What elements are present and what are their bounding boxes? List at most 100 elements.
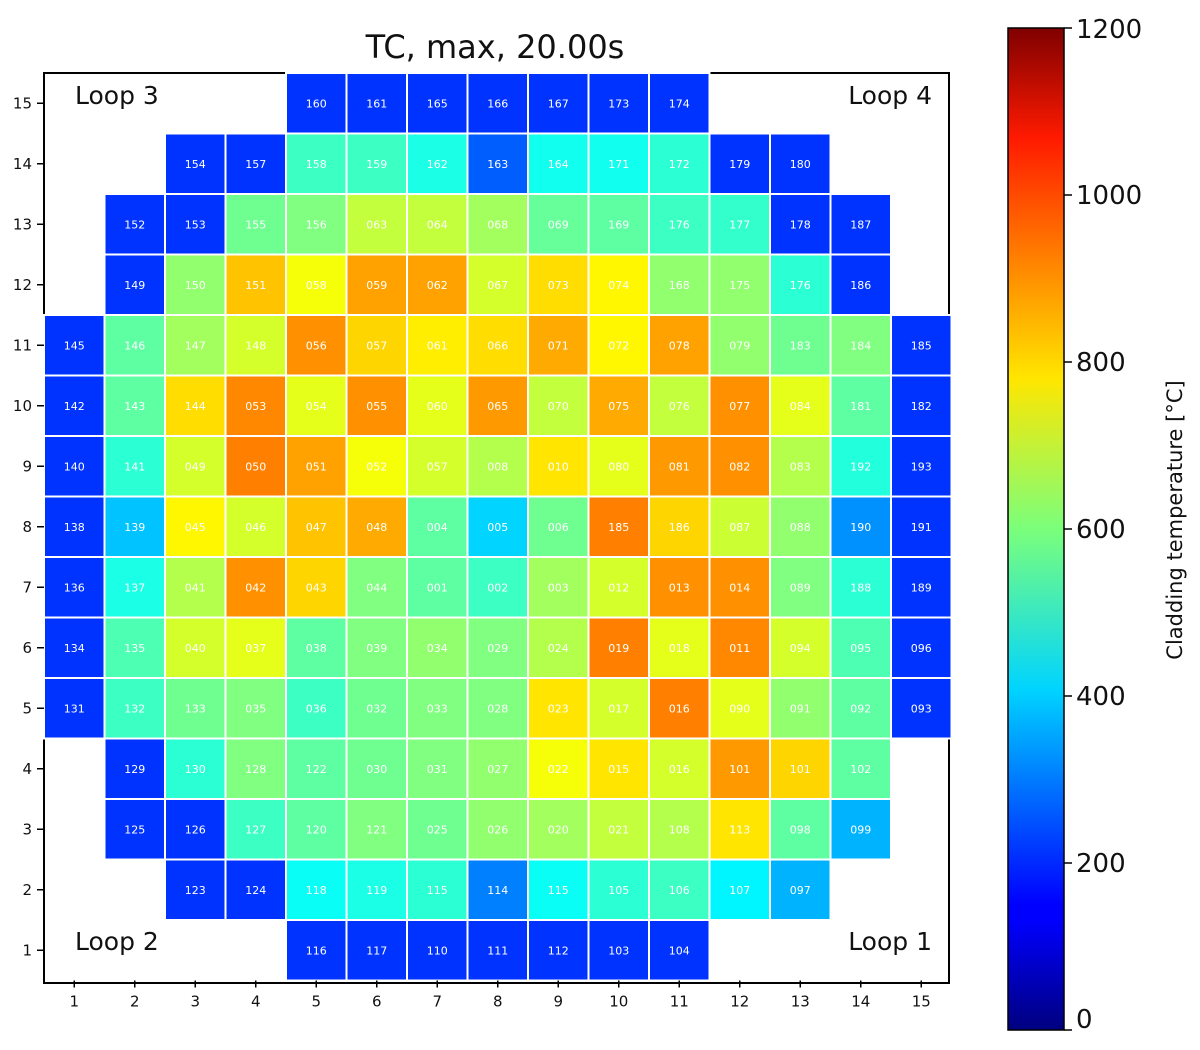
assembly-cell: 136: [43, 556, 106, 619]
assembly-id-label: 180: [790, 158, 811, 171]
x-tick-label: 15: [912, 993, 931, 1011]
assembly-id-label: 045: [185, 521, 206, 534]
assembly-cell: 161: [345, 72, 408, 135]
assembly-cell: 185: [587, 495, 650, 558]
assembly-cell: 172: [648, 132, 711, 195]
assembly-id-label: 016: [669, 702, 690, 715]
assembly-id-label: 175: [729, 279, 750, 292]
assembly-cell-fill: [224, 677, 287, 740]
y-tick-label: 6: [22, 639, 32, 657]
assembly-id-label: 046: [245, 521, 266, 534]
colorbar-tick-label: 1200: [1076, 15, 1142, 45]
assembly-cell: 176: [769, 253, 832, 316]
assembly-id-label: 025: [427, 823, 448, 836]
assembly-cell-fill: [527, 374, 590, 437]
assembly-cell: 003: [527, 556, 590, 619]
assembly-cell-fill: [527, 72, 590, 135]
assembly-cell: 112: [527, 919, 590, 982]
assembly-cell-fill: [587, 677, 650, 740]
assembly-cell-fill: [648, 132, 711, 195]
assembly-cell-fill: [587, 314, 650, 377]
assembly-id-label: 051: [306, 460, 327, 473]
assembly-id-label: 187: [850, 218, 871, 231]
assembly-id-label: 055: [366, 400, 387, 413]
assembly-id-label: 108: [669, 823, 690, 836]
assembly-id-label: 129: [124, 763, 145, 776]
colorbar-tick-label: 800: [1076, 348, 1126, 378]
assembly-cell: 147: [164, 314, 227, 377]
colorbar-tick-label: 1000: [1076, 181, 1142, 211]
assembly-cell-fill: [103, 314, 166, 377]
assembly-cell: 141: [103, 435, 166, 498]
assembly-id-label: 122: [306, 763, 327, 776]
assembly-id-label: 032: [366, 702, 387, 715]
assembly-cell: 024: [527, 616, 590, 679]
assembly-cell: 180: [769, 132, 832, 195]
assembly-id-label: 182: [911, 400, 932, 413]
assembly-cell-fill: [406, 374, 469, 437]
assembly-id-label: 159: [366, 158, 387, 171]
y-tick-label: 3: [22, 820, 32, 838]
assembly-cell: 019: [587, 616, 650, 679]
assembly-cell-fill: [285, 253, 348, 316]
assembly-cell-fill: [466, 616, 529, 679]
assembly-cell: 087: [708, 495, 771, 558]
assembly-id-label: 090: [729, 702, 750, 715]
assembly-cell-fill: [829, 314, 892, 377]
assembly-cell: 140: [43, 435, 106, 498]
assembly-cell-fill: [769, 374, 832, 437]
assembly-cell-fill: [43, 314, 106, 377]
assembly-cell: 054: [285, 374, 348, 437]
x-tick-label: 14: [851, 993, 870, 1011]
assembly-cell-fill: [648, 556, 711, 619]
colorbar-tick-label: 400: [1076, 682, 1126, 712]
assembly-cell: 143: [103, 374, 166, 437]
assembly-id-label: 184: [850, 339, 871, 352]
assembly-cell: 154: [164, 132, 227, 195]
assembly-id-label: 083: [790, 460, 811, 473]
assembly-id-label: 052: [366, 460, 387, 473]
assembly-id-label: 017: [608, 702, 629, 715]
assembly-cell: 059: [345, 253, 408, 316]
assembly-id-label: 177: [729, 218, 750, 231]
assembly-cell: 186: [648, 495, 711, 558]
assembly-id-label: 044: [366, 581, 387, 594]
assembly-cell: 052: [345, 435, 408, 498]
assembly-id-label: 124: [245, 884, 266, 897]
assembly-cell: 060: [406, 374, 469, 437]
assembly-id-label: 145: [64, 339, 85, 352]
assembly-id-label: 058: [306, 279, 327, 292]
assembly-id-label: 141: [124, 460, 145, 473]
assembly-id-label: 076: [669, 400, 690, 413]
assembly-cell: 184: [829, 314, 892, 377]
assembly-cell: 016: [648, 737, 711, 800]
assembly-cell: 168: [648, 253, 711, 316]
assembly-id-label: 126: [185, 823, 206, 836]
assembly-cell: 089: [769, 556, 832, 619]
assembly-cell-fill: [345, 253, 408, 316]
colorbar-tick-label: 200: [1076, 849, 1126, 879]
y-tick-label: 1: [22, 941, 32, 959]
assembly-id-label: 147: [185, 339, 206, 352]
assembly-cell: 039: [345, 616, 408, 679]
assembly-cell: 047: [285, 495, 348, 558]
loop-4-label: Loop 4: [848, 81, 932, 110]
assembly-id-label: 029: [487, 642, 508, 655]
assembly-cell: 105: [587, 858, 650, 921]
assembly-cell-fill: [224, 132, 287, 195]
assembly-id-label: 020: [548, 823, 569, 836]
assembly-id-label: 081: [669, 460, 690, 473]
assembly-cell: 177: [708, 193, 771, 256]
assembly-id-label: 186: [850, 279, 871, 292]
assembly-id-label: 160: [306, 97, 327, 110]
assembly-id-label: 173: [608, 97, 629, 110]
assembly-cell: 016: [648, 677, 711, 740]
assembly-cell-fill: [43, 435, 106, 498]
assembly-id-label: 190: [850, 521, 871, 534]
assembly-id-label: 157: [245, 158, 266, 171]
x-tick-label: 3: [190, 993, 200, 1011]
assembly-id-label: 039: [366, 642, 387, 655]
assembly-cell: 031: [406, 737, 469, 800]
assembly-cell: 160: [285, 72, 348, 135]
